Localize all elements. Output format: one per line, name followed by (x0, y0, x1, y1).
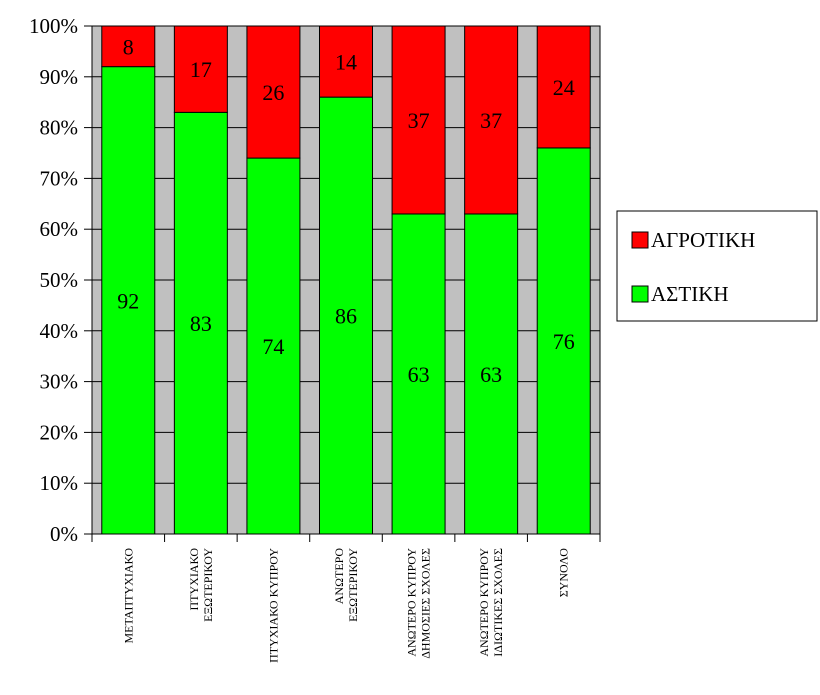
x-tick-labels: ΜΕΤΑΠΤΥΧΙΑΚΟ ΠΤΥΧΙΑΚΟ ΕΞΩΤΕΡΙΚΟΥ ΠΤΥΧΙΑΚΟ Κ… (121, 548, 570, 663)
y-tick-label: 80% (40, 116, 79, 140)
value-label-agrotiki: 37 (480, 108, 502, 133)
x-tick-label: ΑΝΩΤΕΡΟ ΚΥΠΡΟΥ (405, 548, 419, 657)
value-label-agrotiki: 37 (408, 108, 430, 133)
value-label-agrotiki: 14 (335, 50, 357, 75)
y-tick-label: 0% (50, 522, 78, 546)
value-label-astiki: 74 (262, 334, 284, 359)
x-tick-label: ΜΕΤΑΠΤΥΧΙΑΚΟ (121, 548, 135, 644)
y-tick-label: 60% (40, 217, 79, 241)
bar-astiki (464, 213, 519, 535)
bar-agrotiki (319, 25, 373, 98)
bar-agrotiki (173, 25, 228, 113)
bar-agrotiki (464, 25, 519, 215)
value-label-astiki: 83 (190, 311, 212, 336)
value-label-astiki: 86 (335, 304, 357, 329)
x-tick-label: ΔΗΜΟΣΙΕΣ ΣΧΟΛΕΣ (419, 548, 433, 659)
x-tick-label: ΑΝΩΤΕΡΟ (332, 548, 346, 605)
x-tick-label: ΙΔΙΩΤΙΚΕΣ ΣΧΟΛΕΣ (491, 548, 505, 657)
y-tick-label: 50% (40, 268, 79, 292)
y-tick-label: 30% (40, 370, 79, 394)
bars (101, 25, 591, 535)
y-tick-label: 90% (40, 65, 79, 89)
value-label-agrotiki: 17 (190, 57, 212, 82)
legend-swatch (631, 285, 649, 303)
bar-agrotiki (391, 25, 446, 215)
y-tick-labels: 0% 10% 20% 30% 40% 50% 60% 70% 80% 90% 100% (29, 14, 78, 546)
legend-swatch (631, 231, 649, 249)
value-label-astiki: 63 (408, 362, 430, 387)
bar-astiki (536, 147, 591, 535)
y-tick-label: 20% (40, 420, 79, 444)
y-tick-label: 40% (40, 319, 79, 343)
value-label-astiki: 92 (117, 288, 139, 313)
legend-label: ΑΣΤΙΚΗ (651, 282, 729, 306)
bar-astiki (246, 157, 301, 535)
legend-box (616, 210, 818, 322)
y-tick-label: 10% (40, 471, 79, 495)
x-tick-label: ΕΞΩΤΕΡΙΚΟΥ (201, 548, 215, 622)
y-tick-label: 100% (29, 14, 78, 38)
legend-label: ΑΓΡΟΤΙΚΗ (651, 228, 755, 252)
bar-agrotiki (536, 25, 591, 149)
value-label-agrotiki: 24 (553, 75, 575, 100)
legend: ΑΓΡΟΤΙΚΗ ΑΣΤΙΚΗ (616, 210, 818, 322)
bar-value-labels: 92 8 83 17 74 26 86 14 63 37 63 37 76 24 (117, 34, 574, 387)
x-tick-label: ΣΥΝΟΛΟ (557, 548, 571, 598)
x-tick-label: ΕΞΩΤΕΡΙΚΟΥ (346, 548, 360, 622)
x-tick-label: ΑΝΩΤΕΡΟ ΚΥΠΡΟΥ (477, 548, 491, 657)
bar-agrotiki (101, 25, 156, 68)
y-tick-label: 70% (40, 166, 79, 190)
value-label-astiki: 63 (480, 362, 502, 387)
axes (84, 25, 601, 542)
bar-astiki (319, 96, 373, 535)
bar-agrotiki (246, 25, 301, 159)
bar-astiki (391, 213, 446, 535)
value-label-agrotiki: 8 (123, 34, 134, 59)
x-tick-label: ΠΤΥΧΙΑΚΟ ΚΥΠΡΟΥ (266, 548, 280, 663)
value-label-astiki: 76 (553, 329, 575, 354)
x-tick-label: ΠΤΥΧΙΑΚΟ (187, 548, 201, 611)
value-label-agrotiki: 26 (262, 80, 284, 105)
